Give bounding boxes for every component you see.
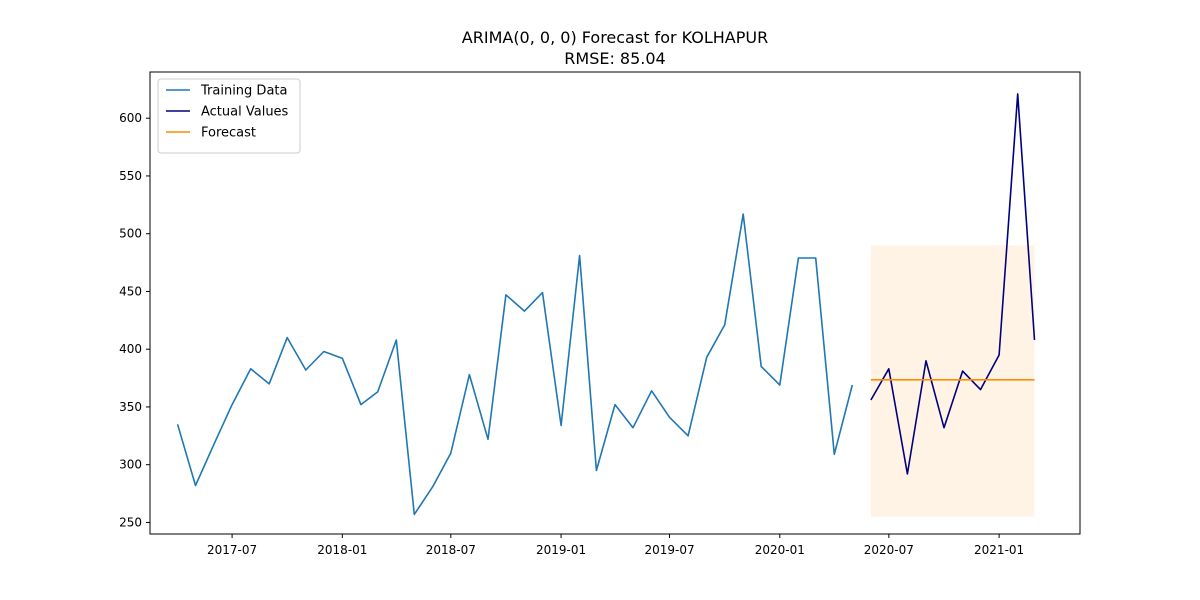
x-tick-label: 2020-07 [864, 543, 914, 557]
series-layer [176, 93, 1036, 516]
x-tick-label: 2019-01 [536, 543, 586, 557]
y-tick-label: 450 [119, 284, 142, 298]
legend-label: Actual Values [201, 105, 289, 120]
x-tick-label: 2018-07 [426, 543, 476, 557]
confidence-band-layer [870, 245, 1035, 517]
chart-subtitle: RMSE: 85.04 [564, 49, 665, 68]
chart-title: ARIMA(0, 0, 0) Forecast for KOLHAPUR [462, 28, 768, 47]
series-line-training-data [176, 213, 854, 516]
y-tick-label: 250 [119, 515, 142, 529]
x-tick-label: 2021-01 [974, 543, 1024, 557]
plot-frame [149, 71, 1081, 535]
legend-label: Training Data [200, 84, 287, 99]
legend: Training Data Actual Values Forecast [157, 78, 301, 154]
x-tick-label: 2017-07 [207, 543, 257, 557]
legend-box [157, 78, 301, 154]
x-tick-label: 2018-01 [317, 543, 367, 557]
y-tick-label: 600 [119, 111, 142, 125]
y-tick-label: 400 [119, 342, 142, 356]
y-tick-label: 550 [119, 169, 142, 183]
axes: 2017-07 2018-01 2018-07 2019-01 2019-07 2020-… [119, 111, 1024, 557]
confidence-band [870, 245, 1035, 517]
y-tick-label: 500 [119, 227, 142, 241]
legend-label: Forecast [201, 126, 256, 141]
series-line-actual-values [870, 93, 1036, 475]
y-tick-label: 350 [119, 400, 142, 414]
y-tick-label: 300 [119, 458, 142, 472]
x-tick-label: 2020-01 [755, 543, 805, 557]
x-tick-label: 2019-07 [644, 543, 694, 557]
